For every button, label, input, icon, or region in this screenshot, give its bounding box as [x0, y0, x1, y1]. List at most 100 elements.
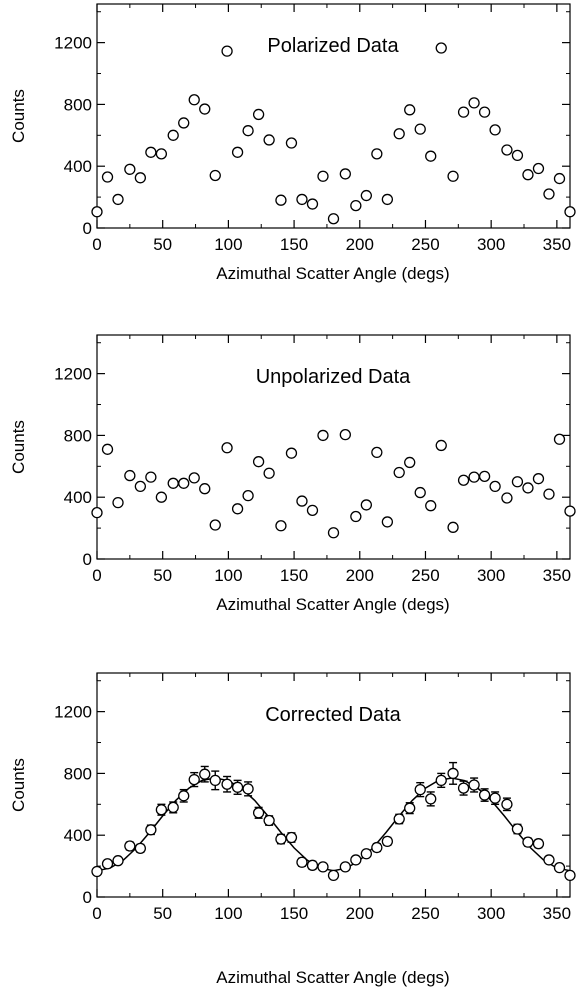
data-point [501, 492, 513, 504]
data-point [511, 476, 524, 488]
data-point [381, 835, 394, 848]
y-tick-label: 0 [83, 550, 92, 569]
data-point [511, 823, 524, 835]
data-point [447, 767, 459, 780]
y-tick-label: 800 [64, 764, 92, 783]
data-point [91, 206, 103, 218]
data-point [91, 507, 103, 519]
data-point [414, 123, 426, 135]
data-point [178, 790, 190, 802]
data-point [371, 841, 383, 854]
x-tick-label: 50 [153, 904, 172, 923]
data-point [242, 490, 254, 502]
data-point [360, 189, 372, 202]
x-tick-label: 300 [477, 566, 505, 585]
y-axis-label: Counts [9, 758, 28, 812]
data-point [543, 188, 555, 200]
data-point [350, 199, 362, 212]
data-point [468, 779, 480, 791]
data-point [564, 505, 576, 517]
data-point [221, 442, 233, 454]
data-point [91, 865, 103, 878]
data-point [155, 804, 168, 816]
data-point [134, 842, 147, 854]
y-axis-label: Counts [9, 420, 28, 474]
data-point [167, 477, 179, 489]
data-point [112, 855, 124, 867]
data-point [231, 503, 244, 515]
data-point [167, 801, 179, 814]
data-point [339, 168, 351, 180]
x-tick-label: 100 [214, 904, 242, 923]
x-tick-label: 350 [543, 904, 571, 923]
x-tick-label: 150 [280, 566, 308, 585]
data-point [285, 447, 298, 459]
data-point [327, 213, 340, 225]
x-tick-label: 300 [477, 904, 505, 923]
data-point [327, 869, 340, 882]
data-point [199, 103, 211, 115]
data-point [275, 520, 287, 532]
data-point [393, 128, 405, 140]
data-point [252, 807, 265, 819]
data-point [296, 495, 308, 507]
data-point [532, 473, 545, 485]
data-point [435, 439, 447, 452]
data-point [285, 137, 298, 149]
data-point [327, 527, 340, 539]
data-point [134, 172, 147, 184]
y-tick-label: 400 [64, 157, 92, 176]
y-tick-label: 400 [64, 826, 92, 845]
chart-title: Polarized Data [267, 35, 399, 57]
y-tick-label: 800 [64, 426, 92, 445]
data-point [543, 854, 555, 866]
data-point [511, 149, 524, 162]
data-point [339, 428, 351, 441]
data-point [188, 94, 200, 106]
data-point [489, 124, 501, 136]
panel-corrected: Corrected Data Counts Azimuthal Scatter … [9, 672, 576, 987]
data-point [489, 480, 501, 493]
data-point [522, 482, 534, 494]
data-point [447, 521, 459, 533]
panel-unpolarized: Unpolarized Data Counts Azimuthal Scatte… [9, 334, 576, 614]
x-tick-label: 200 [346, 235, 374, 254]
data-point [371, 148, 383, 160]
data-point [425, 793, 437, 805]
data-point [532, 838, 545, 850]
data-point [252, 108, 265, 121]
data-point [231, 781, 244, 793]
data-point [124, 163, 136, 175]
point-group [91, 42, 576, 225]
x-tick-label: 350 [543, 235, 571, 254]
data-point [231, 146, 244, 158]
data-point [296, 856, 308, 868]
data-point [134, 480, 147, 493]
data-point [178, 117, 190, 129]
x-tick-label: 50 [153, 235, 172, 254]
y-tick-label: 400 [64, 488, 92, 507]
data-point [209, 774, 221, 787]
data-point [178, 477, 190, 489]
data-point [435, 42, 447, 54]
data-point [221, 45, 233, 57]
data-point [188, 773, 200, 786]
data-point [478, 789, 491, 801]
data-point [275, 833, 287, 845]
data-point [360, 499, 372, 511]
x-tick-label: 250 [411, 904, 439, 923]
data-point [522, 836, 534, 848]
data-point [532, 162, 545, 175]
data-point [393, 813, 405, 825]
data-point [112, 193, 124, 206]
x-tick-label: 100 [214, 566, 242, 585]
data-point [221, 778, 233, 790]
x-tick-label: 300 [477, 235, 505, 254]
data-point [306, 859, 319, 871]
data-point [199, 768, 211, 780]
data-point [101, 858, 114, 870]
panel-polarized: Polarized Data Counts Azimuthal Scatter … [9, 3, 576, 283]
x-axis-label: Azimuthal Scatter Angle (degs) [216, 595, 449, 614]
data-point [188, 472, 200, 484]
